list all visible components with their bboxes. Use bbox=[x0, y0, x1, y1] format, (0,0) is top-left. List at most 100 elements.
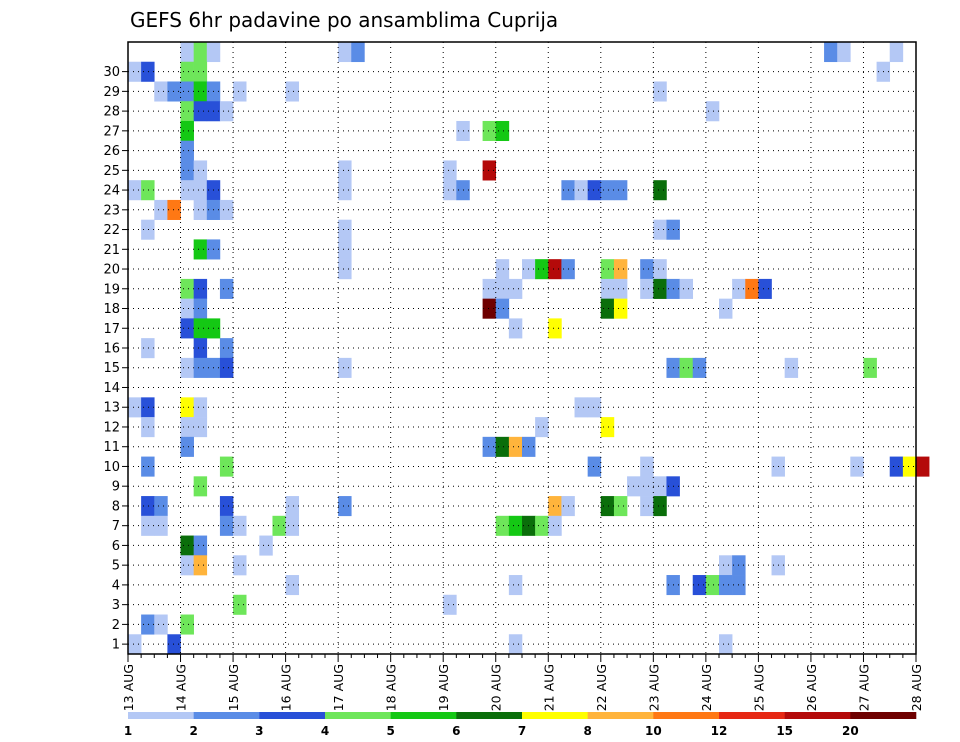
heatmap-cell bbox=[653, 81, 667, 102]
heatmap-cell bbox=[285, 496, 300, 517]
heatmap-cell bbox=[219, 101, 234, 122]
colorbar-swatch bbox=[653, 712, 720, 719]
heatmap-cell bbox=[193, 61, 208, 82]
heatmap-cell bbox=[338, 239, 352, 260]
y-tick-label: 2 bbox=[112, 618, 120, 633]
heatmap-cells bbox=[128, 42, 930, 655]
heatmap-cell bbox=[587, 397, 602, 418]
heatmap-cell bbox=[600, 496, 615, 517]
heatmap-cell bbox=[745, 278, 759, 299]
heatmap-cell bbox=[193, 160, 208, 181]
heatmap-cell bbox=[141, 61, 155, 82]
heatmap-cell bbox=[180, 42, 194, 63]
y-tick-label: 30 bbox=[103, 65, 120, 80]
colorbar-label: 20 bbox=[842, 724, 859, 738]
heatmap-cell bbox=[141, 180, 155, 201]
heatmap-cell bbox=[495, 278, 510, 299]
colorbar-label: 12 bbox=[711, 724, 728, 738]
x-tick-label: 22 AUG bbox=[594, 664, 609, 711]
heatmap-cell bbox=[154, 199, 168, 220]
heatmap-cell bbox=[508, 278, 523, 299]
heatmap-cell bbox=[495, 436, 510, 457]
heatmap-cell bbox=[180, 278, 194, 299]
colorbar-swatch bbox=[259, 712, 326, 719]
colorbar-swatch bbox=[719, 712, 785, 719]
colorbar-label: 10 bbox=[645, 724, 662, 738]
colorbar-swatch bbox=[522, 712, 588, 719]
heatmap-cell bbox=[508, 634, 523, 655]
heatmap-cell bbox=[193, 278, 208, 299]
heatmap-cell bbox=[653, 278, 667, 299]
heatmap-cell bbox=[600, 417, 615, 438]
heatmap-cell bbox=[653, 180, 667, 201]
y-axis-member-labels: 1234567891011121314151617181920212223242… bbox=[103, 65, 128, 653]
heatmap-cell bbox=[193, 357, 208, 378]
y-tick-label: 14 bbox=[103, 381, 120, 396]
heatmap-cell bbox=[916, 456, 930, 477]
y-tick-label: 13 bbox=[103, 401, 120, 416]
y-tick-label: 25 bbox=[103, 164, 120, 179]
heatmap-cell bbox=[193, 555, 208, 576]
colorbar-label: 4 bbox=[321, 724, 329, 738]
x-tick-label: 27 AUG bbox=[856, 664, 871, 711]
heatmap-cell bbox=[719, 555, 733, 576]
heatmap-cell bbox=[508, 515, 523, 536]
heatmap-cell bbox=[180, 614, 194, 635]
heatmap-cell bbox=[180, 160, 194, 181]
heatmap-cell bbox=[548, 496, 562, 517]
x-tick-label: 21 AUG bbox=[541, 664, 556, 711]
y-tick-label: 4 bbox=[112, 578, 120, 593]
colorbar-swatch bbox=[456, 712, 523, 719]
y-tick-label: 17 bbox=[103, 322, 120, 337]
heatmap-cell bbox=[443, 594, 457, 615]
x-tick-label: 17 AUG bbox=[331, 664, 346, 711]
heatmap-cell bbox=[180, 555, 194, 576]
heatmap-cell bbox=[128, 61, 142, 82]
y-tick-label: 21 bbox=[103, 243, 120, 258]
heatmap-cell bbox=[338, 42, 352, 63]
colorbar-label: 7 bbox=[518, 724, 526, 738]
heatmap-cell bbox=[193, 239, 208, 260]
y-tick-label: 1 bbox=[112, 638, 120, 653]
colorbar-swatch bbox=[390, 712, 457, 719]
heatmap-cell bbox=[233, 594, 247, 615]
heatmap-cell bbox=[219, 515, 234, 536]
heatmap-cell bbox=[574, 180, 588, 201]
heatmap-cell bbox=[180, 120, 194, 142]
x-tick-label: 26 AUG bbox=[804, 664, 819, 711]
x-tick-label: 16 AUG bbox=[279, 664, 294, 711]
colorbar-label: 5 bbox=[386, 724, 394, 738]
colorbar-swatch bbox=[784, 712, 851, 719]
y-tick-label: 29 bbox=[103, 85, 120, 100]
heatmap-cell bbox=[351, 42, 365, 63]
heatmap-cell bbox=[705, 575, 720, 596]
heatmap-cell bbox=[653, 219, 667, 240]
heatmap-cell bbox=[180, 81, 194, 102]
heatmap-cell bbox=[482, 160, 497, 181]
heatmap-cell bbox=[180, 357, 194, 378]
heatmap-cell bbox=[653, 476, 667, 497]
heatmap-cell bbox=[285, 515, 300, 536]
heatmap-cell bbox=[600, 259, 615, 280]
colorbar-label: 1 bbox=[124, 724, 132, 738]
heatmap-cell bbox=[141, 614, 155, 635]
y-tick-label: 10 bbox=[103, 460, 120, 475]
heatmap-cell bbox=[613, 180, 628, 201]
heatmap-cell bbox=[587, 456, 602, 477]
heatmap-cell bbox=[219, 496, 234, 517]
heatmap-cell bbox=[613, 298, 628, 319]
heatmap-cell bbox=[850, 456, 864, 477]
heatmap-cell bbox=[482, 436, 497, 457]
y-tick-label: 7 bbox=[112, 519, 120, 534]
heatmap-cell bbox=[889, 42, 904, 63]
heatmap-cell bbox=[679, 278, 694, 299]
heatmap-cell bbox=[285, 81, 300, 102]
heatmap-cell bbox=[482, 278, 497, 299]
x-tick-label: 15 AUG bbox=[226, 664, 241, 711]
heatmap-cell bbox=[548, 515, 562, 536]
heatmap-cell bbox=[508, 575, 523, 596]
heatmap-cell bbox=[233, 515, 247, 536]
heatmap-cell bbox=[128, 397, 142, 418]
x-axis-date-labels: 13 AUG 14 AUG 15 AUG 16 AUG 17 AUG 18 AUG 19 A… bbox=[121, 654, 924, 711]
